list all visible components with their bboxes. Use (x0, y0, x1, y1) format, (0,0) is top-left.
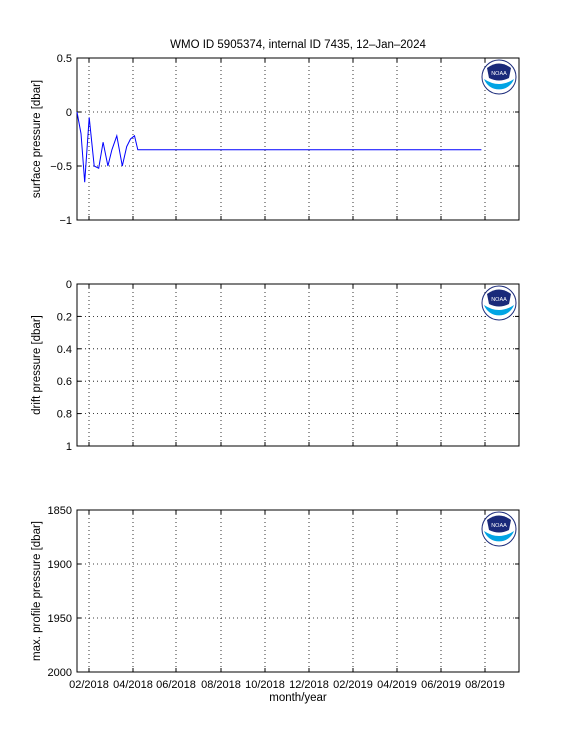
plot-area (77, 510, 519, 672)
y-tick-label: 0 (66, 279, 72, 291)
x-tick-label: 08/2019 (465, 679, 505, 691)
noaa-logo-icon: NOAA (481, 511, 517, 547)
x-tick-label: 02/2018 (69, 679, 109, 691)
panel-3: 1850 1900 1950 2000 max. profile pressure [d… (31, 505, 520, 679)
y-tick-label: 0.8 (57, 409, 72, 421)
plot-area (77, 58, 519, 220)
y-tick-label: 0.4 (57, 344, 72, 356)
y-tick-label: 0.6 (57, 376, 72, 388)
logo-bird (487, 515, 511, 533)
y-tick-label: 1950 (48, 613, 72, 625)
x-tick-label: 06/2018 (156, 679, 196, 691)
y-tick-label: −1 (59, 215, 72, 227)
x-tick-label: 12/2018 (289, 679, 329, 691)
logo-wave (484, 305, 514, 316)
y-tick-label: −0.5 (50, 161, 72, 173)
chart-title: WMO ID 5905374, internal ID 7435, 12–Jan… (170, 39, 426, 51)
y-tick-label: 1900 (48, 559, 72, 571)
logo-bird (487, 289, 511, 307)
logo-text: NOAA (491, 71, 507, 77)
logo-bird (487, 63, 511, 81)
x-tick-label: 08/2018 (201, 679, 241, 691)
axes-frame (76, 283, 520, 447)
logo-wave (484, 531, 514, 542)
x-tick-label: 06/2019 (421, 679, 461, 691)
series-line (76, 111, 482, 183)
axes-frame (76, 509, 520, 673)
x-tick-label: 04/2018 (113, 679, 153, 691)
x-tick-label: 04/2019 (377, 679, 417, 691)
panel-1: −1 −0.5 0 0.5 surface pressure [dbar] NOAA (31, 53, 520, 227)
y-axis-label: surface pressure [dbar] (31, 80, 43, 198)
y-tick-label: 1 (66, 441, 72, 453)
x-tick-label: 02/2019 (333, 679, 373, 691)
x-axis-label: month/year (269, 692, 327, 704)
panel-2: 0 0.2 0.4 0.6 0.8 1 drift pressure [dbar] NOAA (31, 279, 520, 453)
logo-text: NOAA (491, 297, 507, 303)
axes-frame (76, 57, 520, 221)
logo-wave (484, 79, 514, 90)
y-tick-label: 0.5 (57, 53, 72, 65)
y-tick-label: 0.2 (57, 311, 72, 323)
y-axis-label: drift pressure [dbar] (31, 315, 43, 415)
y-tick-label: 0 (66, 107, 72, 119)
y-axis-label: max. profile pressure [dbar] (31, 521, 43, 661)
noaa-logo-icon: NOAA (481, 285, 517, 321)
plot-panels: −1 −0.5 0 0.5 surface pressure [dbar] NOAA 0 0.… (31, 53, 520, 691)
y-tick-label: 1850 (48, 505, 72, 517)
x-tick-label: 10/2018 (245, 679, 285, 691)
y-tick-label: 2000 (48, 667, 72, 679)
plot-area (77, 284, 519, 446)
noaa-logo-icon: NOAA (481, 59, 517, 95)
logo-text: NOAA (491, 523, 507, 529)
